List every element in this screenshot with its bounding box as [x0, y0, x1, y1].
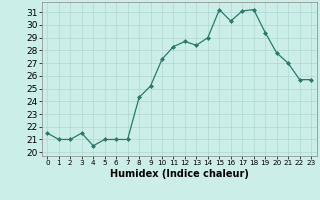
X-axis label: Humidex (Indice chaleur): Humidex (Indice chaleur): [110, 169, 249, 179]
